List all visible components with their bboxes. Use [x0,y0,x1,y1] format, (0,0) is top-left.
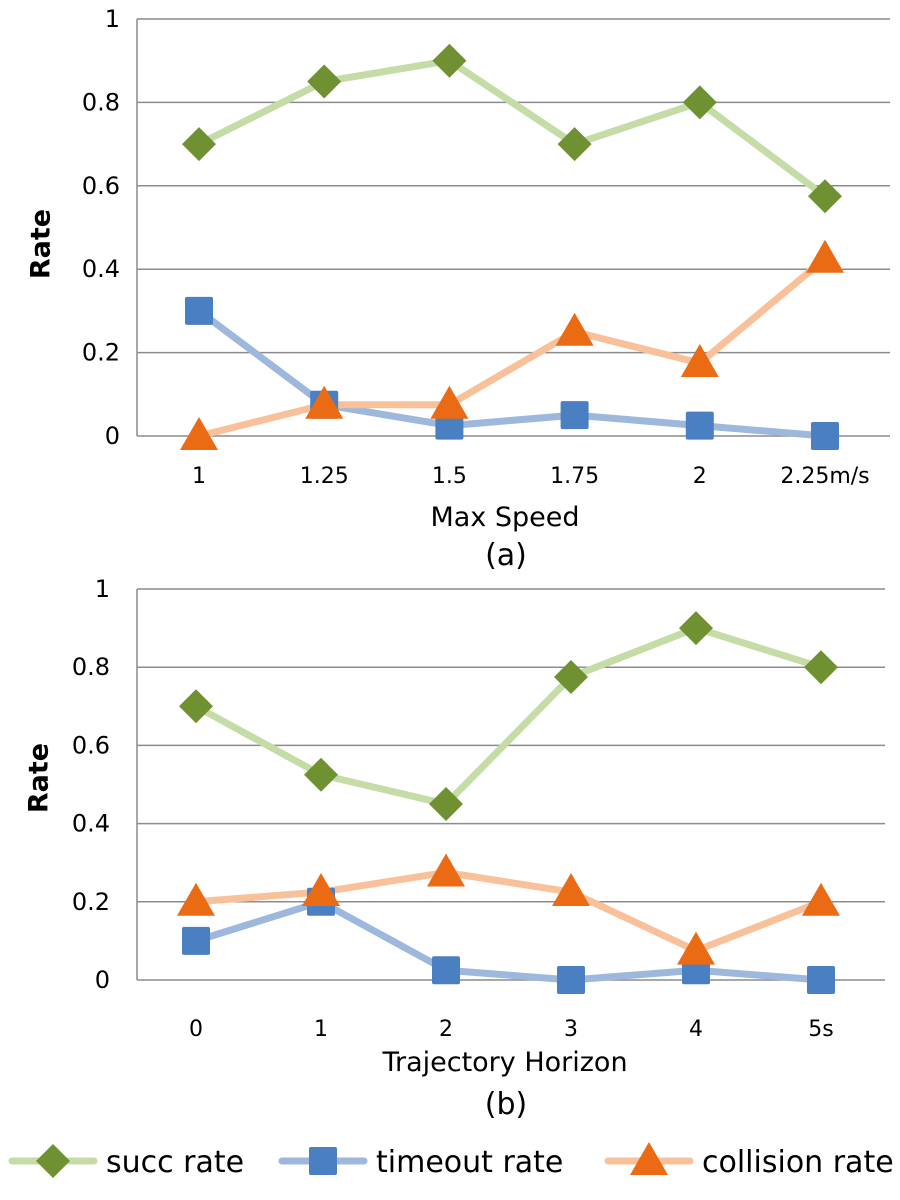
collision-rate-line [195,255,829,440]
succ-rate-marker [432,43,467,78]
collision-rate-marker [806,239,844,273]
collision-rate-marker [430,385,469,419]
x-tick-label: 3 [564,1017,578,1042]
x-tick-label: 2.25m/s [780,464,869,489]
collision-rate-marker [680,344,719,378]
succ-rate-marker [179,689,213,724]
y-tick-label: 0 [105,422,120,450]
timeout-rate-marker [557,966,585,994]
x-tick-label: 2 [439,1017,453,1042]
collision-rate-marker [802,882,840,916]
legend-item-succ: succ rate [8,1144,244,1180]
x-axis-title: Max Speed [430,502,579,533]
collision-rate-line [192,868,825,955]
timeout-rate-marker [185,296,213,325]
y-tick-label: 0.4 [82,255,120,283]
timeout-rate-marker [432,956,460,985]
timeout-rate-marker [807,966,835,994]
y-axis-title: Rate [24,743,55,813]
chart-panel-a: 0 0.2 0.4 0.6 0.8 1 1 1.25 1.5 1.75 2 2.25m/s Max Sp… [26,5,890,573]
x-tick-label: 2 [693,464,707,489]
legend-marker [309,1147,337,1175]
timeout-rate-line [192,898,825,984]
collision-rate-marker [427,853,465,887]
x-tick-label: 4 [689,1017,703,1042]
succ-rate-line [192,624,825,808]
timeout-rate-marker [685,411,714,440]
x-tick-label: 1.5 [432,464,467,489]
y-tick-label: 0.8 [82,88,120,116]
timeout-rate-marker [811,422,839,450]
y-tick-label: 0.2 [72,888,110,916]
collision-rate-marker [555,312,594,346]
timeout-rate-line [195,307,829,440]
legend-item-collision: collision rate [604,1142,894,1180]
x-tick-label: 5s [808,1017,833,1042]
succ-rate-marker [808,179,842,214]
chart-panel-b: 0 0.2 0.4 0.6 0.8 1 0 1 2 3 4 5s Trajectory Horizon R… [24,575,885,1122]
succ-rate-marker [429,787,463,822]
collision-rate-marker [677,931,715,965]
y-tick-label: 1 [95,575,110,603]
y-tick-label: 0.4 [72,810,110,838]
y-tick-label: 0.2 [82,339,120,367]
succ-rate-marker [804,650,838,685]
y-axis-title: Rate [26,209,57,279]
y-tick-label: 0.6 [82,172,120,200]
x-tick-label: 0 [189,1017,203,1042]
collision-rate-marker [180,417,218,450]
y-tick-label: 1 [105,5,120,33]
x-tick-label: 1 [192,464,206,489]
x-tick-label: 1 [314,1017,328,1042]
succ-rate-marker [682,85,717,120]
legend-label: succ rate [106,1145,244,1180]
succ-rate-marker [182,127,216,162]
legend-marker [630,1142,668,1175]
panel-label: (a) [485,538,527,573]
collision-rate-marker [552,873,590,907]
collision-rate-marker [305,385,344,419]
legend-marker [36,1144,70,1178]
timeout-rate-marker [182,926,210,955]
legend-item-timeout: timeout rate [278,1145,563,1180]
y-tick-label: 0 [95,966,110,994]
legend-label: timeout rate [376,1145,563,1180]
x-tick-label: 1.75 [550,464,599,489]
legend: succ rate timeout rate collision rate [8,1142,894,1180]
succ-rate-marker [679,611,713,646]
x-tick-label: 1.25 [300,464,349,489]
succ-rate-marker [304,757,338,792]
collision-rate-marker [177,882,215,916]
panel-label: (b) [485,1087,527,1122]
succ-rate-marker [557,127,592,162]
y-tick-label: 0.8 [72,653,110,681]
y-tick-label: 0.6 [72,731,110,759]
legend-label: collision rate [702,1145,894,1180]
collision-rate-marker [302,873,340,907]
succ-rate-marker [554,659,588,694]
succ-rate-line [195,57,829,200]
succ-rate-marker [307,64,342,99]
x-axis-title: Trajectory Horizon [381,1047,627,1078]
timeout-rate-marker [560,401,589,430]
